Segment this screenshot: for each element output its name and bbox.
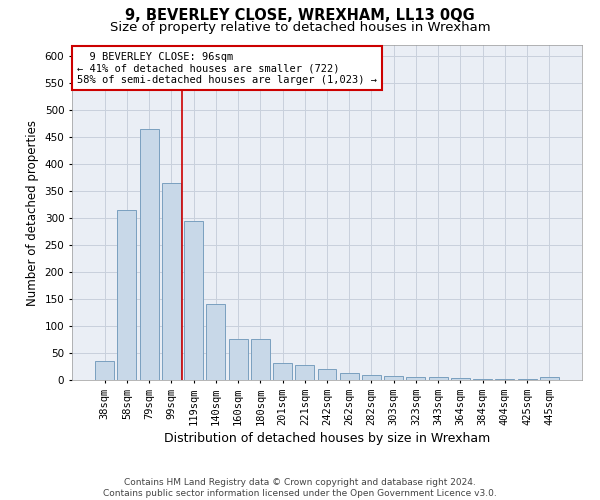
Bar: [206, 304, 225, 380]
Bar: [540, 378, 559, 380]
Bar: [362, 374, 381, 380]
Bar: [384, 376, 403, 380]
Bar: [95, 361, 114, 380]
Bar: [162, 183, 181, 380]
Text: 9 BEVERLEY CLOSE: 96sqm
← 41% of detached houses are smaller (722)
58% of semi-d: 9 BEVERLEY CLOSE: 96sqm ← 41% of detache…: [77, 52, 377, 85]
Text: Size of property relative to detached houses in Wrexham: Size of property relative to detached ho…: [110, 21, 490, 34]
Text: Contains HM Land Registry data © Crown copyright and database right 2024.
Contai: Contains HM Land Registry data © Crown c…: [103, 478, 497, 498]
Bar: [317, 369, 337, 380]
X-axis label: Distribution of detached houses by size in Wrexham: Distribution of detached houses by size …: [164, 432, 490, 445]
Bar: [473, 379, 492, 380]
Bar: [184, 220, 203, 380]
Y-axis label: Number of detached properties: Number of detached properties: [26, 120, 39, 306]
Bar: [451, 378, 470, 380]
Bar: [340, 373, 359, 380]
Bar: [140, 128, 158, 380]
Bar: [251, 340, 270, 380]
Bar: [295, 365, 314, 380]
Bar: [273, 362, 292, 380]
Bar: [118, 210, 136, 380]
Bar: [429, 378, 448, 380]
Bar: [229, 340, 248, 380]
Text: 9, BEVERLEY CLOSE, WREXHAM, LL13 0QG: 9, BEVERLEY CLOSE, WREXHAM, LL13 0QG: [125, 8, 475, 22]
Bar: [406, 378, 425, 380]
